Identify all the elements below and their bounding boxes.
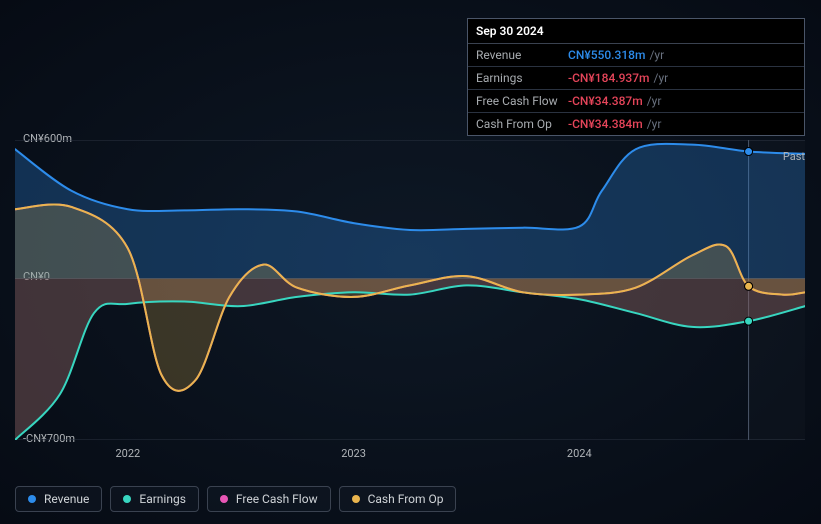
tooltip-metric-label: Revenue [476,48,568,62]
legend-item-earnings[interactable]: Earnings [110,486,199,512]
tooltip-metric-suffix: /yr [647,117,662,131]
past-label: Past [783,150,805,163]
tooltip-row: Cash From Op-CN¥34.384m/yr [468,113,804,135]
tooltip-metric-suffix: /yr [647,94,662,108]
x-axis-label: 2023 [341,447,366,460]
legend-dot-icon [123,495,131,503]
legend-item-free-cash-flow[interactable]: Free Cash Flow [207,486,331,512]
tooltip-row: Earnings-CN¥184.937m/yr [468,67,804,90]
financials-chart: CN¥600mCN¥0-CN¥700m 202220232024 Past [15,120,805,460]
legend-dot-icon [352,495,360,503]
x-axis-label: 2024 [567,447,592,460]
tooltip-metric-suffix: /yr [654,71,669,85]
legend-label: Revenue [44,492,89,506]
tooltip-metric-value: -CN¥184.937m [568,71,650,85]
tooltip-metric-suffix: /yr [649,48,664,62]
tooltip-date: Sep 30 2024 [468,19,804,44]
legend-dot-icon [28,495,36,503]
legend-label: Free Cash Flow [236,492,318,506]
tooltip-row: RevenueCN¥550.318m/yr [468,44,804,67]
tooltip-metric-value: -CN¥34.387m [568,94,643,108]
x-axis-label: 2022 [115,447,140,460]
chart-tooltip: Sep 30 2024 RevenueCN¥550.318m/yrEarning… [467,18,805,136]
legend-label: Earnings [139,492,186,506]
tooltip-metric-label: Cash From Op [476,117,568,131]
legend-item-cash-from-op[interactable]: Cash From Op [339,486,457,512]
tooltip-metric-value: CN¥550.318m [568,48,645,62]
legend-dot-icon [220,495,228,503]
legend-label: Cash From Op [368,492,444,506]
chart-legend: Revenue Earnings Free Cash Flow Cash From O… [15,486,456,512]
tooltip-metric-label: Earnings [476,71,568,85]
legend-item-revenue[interactable]: Revenue [15,486,102,512]
tooltip-metric-value: -CN¥34.384m [568,117,643,131]
tooltip-metric-label: Free Cash Flow [476,94,568,108]
chart-plot-area[interactable] [15,140,805,440]
tooltip-row: Free Cash Flow-CN¥34.387m/yr [468,90,804,113]
